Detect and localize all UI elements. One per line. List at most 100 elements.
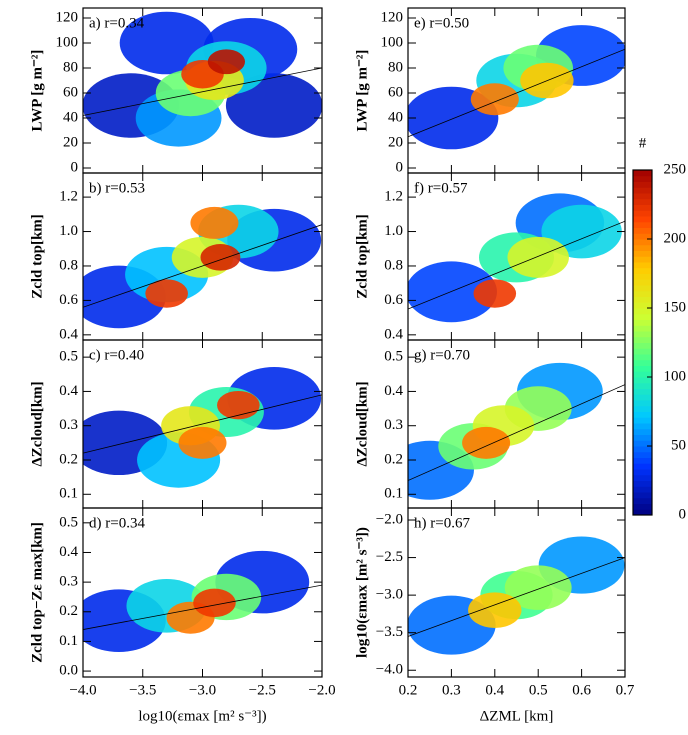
y-tick-label: 60: [63, 84, 78, 100]
colorbar-swatch: [633, 216, 652, 223]
colorbar-swatch: [633, 308, 652, 315]
colorbar-swatch: [633, 325, 652, 332]
fit-line: [408, 384, 625, 481]
y-tick-label: 0.4: [59, 326, 78, 342]
y-tick-label: 0.4: [384, 326, 403, 342]
y-tick-label: 60: [388, 84, 403, 100]
colorbar-tick-label: 250: [664, 161, 687, 177]
y-tick-label: 0.8: [59, 257, 78, 273]
colorbar-swatch: [633, 365, 652, 372]
panel-label: g) r=0.70: [414, 347, 470, 363]
colorbar-swatch: [633, 181, 652, 188]
density-blob: [507, 236, 569, 278]
panel-label: f) r=0.57: [414, 180, 468, 196]
colorbar-swatch: [633, 486, 652, 493]
colorbar-swatch: [633, 354, 652, 361]
y-tick-label: 0: [396, 159, 404, 175]
colorbar-swatch: [633, 170, 652, 177]
colorbar-swatch: [633, 423, 652, 430]
colorbar-tick-label: 0: [679, 506, 687, 522]
density-blob: [145, 279, 188, 308]
density-layer: [83, 550, 322, 652]
colorbar-swatch: [633, 187, 652, 194]
colorbar-swatch: [633, 417, 652, 424]
colorbar-swatch: [633, 411, 652, 418]
density-blob: [473, 279, 517, 308]
colorbar-swatch: [633, 302, 652, 309]
y-axis-label: Zcld top[km]: [29, 214, 45, 299]
colorbar-swatch: [633, 480, 652, 487]
x-tick-label: 0.5: [529, 682, 548, 698]
fit-line: [408, 557, 625, 637]
y-tick-label: −4.0: [376, 662, 403, 678]
density-layer: [408, 193, 625, 323]
y-tick-label: 100: [381, 34, 404, 50]
density-blob: [470, 83, 519, 116]
colorbar-swatch: [633, 492, 652, 499]
y-axis-label: ΔZcloud[km]: [354, 381, 370, 466]
y-tick-label: 0.2: [59, 451, 78, 467]
colorbar-swatch: [633, 244, 652, 251]
colorbar-tick-label: 200: [664, 230, 687, 246]
y-tick-label: 0.4: [384, 383, 403, 399]
y-tick-label: −2.0: [376, 511, 403, 527]
density-layer: [408, 362, 625, 500]
y-tick-label: 0.5: [59, 514, 78, 530]
fit-line: [408, 220, 625, 310]
y-axis-label: LWP [g m⁻²]: [354, 50, 370, 132]
density-blob: [207, 49, 245, 75]
colorbar-swatch: [633, 342, 652, 349]
density-layer: [408, 25, 625, 150]
colorbar-swatch: [633, 239, 652, 246]
x-tick-label: −2.5: [249, 682, 276, 698]
colorbar-swatch: [633, 221, 652, 228]
fit-line: [83, 394, 322, 454]
y-tick-label: 0.6: [384, 292, 403, 308]
colorbar-swatch: [633, 296, 652, 303]
y-tick-label: 100: [56, 34, 79, 50]
x-tick-label: 0.7: [616, 682, 635, 698]
colorbar-swatch: [633, 336, 652, 343]
y-tick-label: 20: [388, 134, 403, 150]
colorbar-swatch: [633, 382, 652, 389]
colorbar-swatch: [633, 434, 652, 441]
y-tick-label: 0.4: [59, 383, 78, 399]
y-tick-label: 0.1: [59, 633, 78, 649]
colorbar-swatch: [633, 233, 652, 240]
panel-label: d) r=0.34: [89, 515, 145, 531]
colorbar-swatch: [633, 279, 652, 286]
colorbar-swatch: [633, 405, 652, 412]
colorbar-swatch: [633, 290, 652, 297]
y-tick-label: 0.8: [384, 257, 403, 273]
y-tick-label: 80: [388, 59, 403, 75]
colorbar-tick-label: 100: [664, 368, 687, 384]
colorbar-swatch: [633, 262, 652, 269]
colorbar-swatch: [633, 193, 652, 200]
y-tick-label: 20: [63, 134, 78, 150]
colorbar-swatch: [633, 227, 652, 234]
colorbar-swatch: [633, 509, 652, 516]
colorbar-frame: [632, 169, 653, 516]
y-tick-label: 0.1: [59, 486, 78, 502]
y-tick-label: 0: [71, 159, 79, 175]
colorbar-swatch: [633, 204, 652, 211]
y-tick-label: −3.5: [376, 624, 403, 640]
y-tick-label: 0.6: [59, 292, 78, 308]
colorbar-swatch: [633, 428, 652, 435]
y-tick-label: 0.3: [59, 574, 78, 590]
panel-label: c) r=0.40: [89, 347, 144, 363]
fit-line: [83, 224, 322, 308]
x-tick-label: 0.6: [572, 682, 591, 698]
y-tick-label: 1.0: [59, 223, 78, 239]
density-layer: [83, 11, 322, 147]
colorbar-swatch: [633, 371, 652, 378]
y-tick-label: 0.4: [59, 544, 78, 560]
colorbar-swatch: [633, 400, 652, 407]
y-tick-label: 0.2: [59, 603, 78, 619]
colorbar-swatch: [633, 198, 652, 205]
x-tick-label: 0.2: [399, 682, 418, 698]
colorbar-swatch: [633, 285, 652, 292]
colorbar-swatch: [633, 446, 652, 453]
panel-label: h) r=0.67: [414, 515, 470, 531]
